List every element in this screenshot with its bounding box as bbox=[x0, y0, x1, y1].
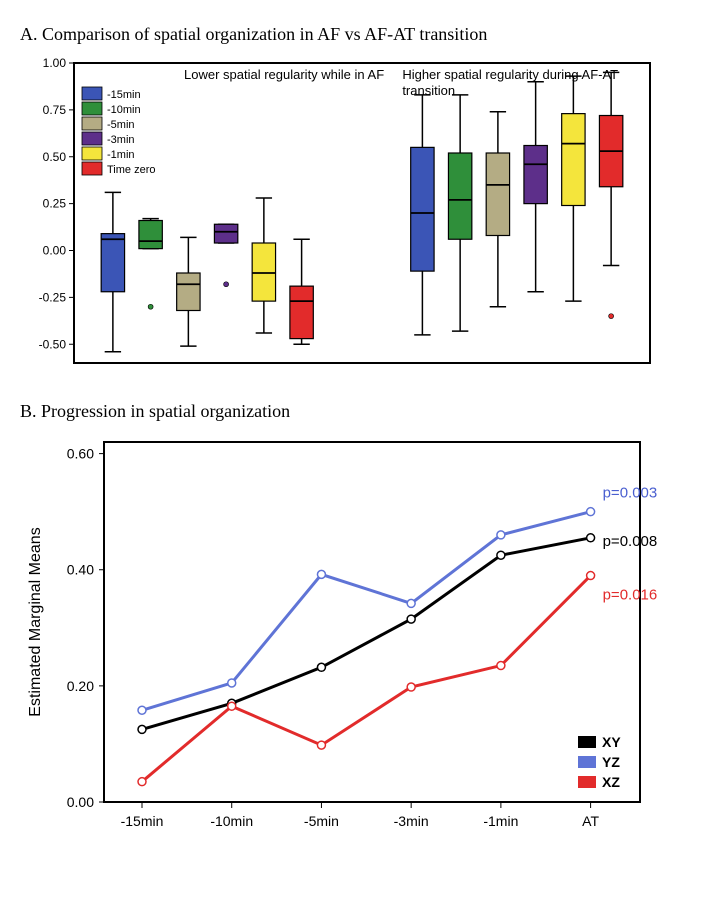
series-marker-XY bbox=[317, 663, 325, 671]
series-marker-XZ bbox=[587, 572, 595, 580]
box bbox=[252, 243, 275, 301]
legend-label: XY bbox=[602, 734, 621, 750]
panel-a-title: A. Comparison of spatial organization in… bbox=[20, 24, 688, 45]
series-marker-YZ bbox=[407, 599, 415, 607]
box bbox=[562, 114, 585, 206]
legend-swatch bbox=[82, 162, 102, 175]
box bbox=[101, 234, 124, 292]
ytick-label: 0.00 bbox=[67, 794, 94, 810]
series-marker-YZ bbox=[317, 570, 325, 578]
series-marker-XZ bbox=[228, 702, 236, 710]
box bbox=[139, 221, 162, 249]
ytick-label: -0.25 bbox=[39, 290, 67, 304]
p-label-YZ: p=0.003 bbox=[603, 485, 658, 502]
panel-b-chart: 0.00 0.20 0.40 0.60 Estimated Marginal Means… bbox=[20, 430, 688, 860]
ytick-label: 0.20 bbox=[67, 678, 94, 694]
legend-swatch bbox=[578, 736, 596, 748]
plot-area bbox=[104, 442, 640, 802]
p-label-XY: p=0.008 bbox=[603, 533, 658, 550]
box bbox=[177, 273, 200, 311]
ytick-label: -0.50 bbox=[39, 337, 67, 351]
legend-label: -15min bbox=[107, 89, 141, 101]
box bbox=[411, 147, 434, 271]
legend-label: -1min bbox=[107, 149, 135, 161]
series-marker-YZ bbox=[497, 531, 505, 539]
legend-label: YZ bbox=[602, 754, 620, 770]
xtick-label: -3min bbox=[394, 813, 429, 829]
legend-label: -5min bbox=[107, 119, 135, 131]
box bbox=[290, 286, 313, 339]
legend-swatch bbox=[82, 117, 102, 130]
series-marker-XZ bbox=[407, 683, 415, 691]
plot-area bbox=[74, 63, 650, 363]
legend-label: XZ bbox=[602, 774, 620, 790]
box bbox=[448, 153, 471, 239]
series-marker-XY bbox=[138, 725, 146, 733]
series-marker-YZ bbox=[138, 706, 146, 714]
box bbox=[486, 153, 509, 236]
xtick-label: -5min bbox=[304, 813, 339, 829]
box bbox=[214, 224, 237, 243]
series-marker-YZ bbox=[587, 508, 595, 516]
ylabel: Estimated Marginal Means bbox=[27, 527, 44, 716]
p-label-XZ: p=0.016 bbox=[603, 587, 658, 604]
series-marker-XY bbox=[407, 615, 415, 623]
series-marker-XY bbox=[497, 551, 505, 559]
xtick-label: AT bbox=[582, 813, 599, 829]
box bbox=[524, 146, 547, 204]
ytick-label: 0.75 bbox=[43, 103, 67, 117]
legend-label: -3min bbox=[107, 134, 135, 146]
legend-swatch bbox=[578, 756, 596, 768]
ytick-label: 0.60 bbox=[67, 446, 94, 462]
panel-b-title: B. Progression in spatial organization bbox=[20, 401, 688, 422]
annotation-right: Higher spatial regularity during AF-AT bbox=[402, 67, 618, 82]
legend-swatch bbox=[82, 147, 102, 160]
ytick-label: 0.25 bbox=[43, 197, 67, 211]
ytick-label: 0.40 bbox=[67, 562, 94, 578]
series-marker-XZ bbox=[138, 778, 146, 786]
panel-a-chart: -0.50 -0.25 0.00 0.25 0.50 0.75 1.00 Lower spat… bbox=[20, 53, 688, 383]
annotation-left: Lower spatial regularity while in AF bbox=[184, 67, 384, 82]
legend-label: Time zero bbox=[107, 164, 156, 176]
outlier bbox=[148, 304, 153, 309]
ytick-label: 1.00 bbox=[43, 56, 67, 70]
outlier bbox=[224, 282, 229, 287]
xtick-label: -1min bbox=[483, 813, 518, 829]
legend-swatch bbox=[82, 87, 102, 100]
outlier bbox=[609, 314, 614, 319]
legend-label: -10min bbox=[107, 104, 141, 116]
ytick-label: 0.00 bbox=[43, 244, 67, 258]
series-marker-XZ bbox=[497, 662, 505, 670]
xtick-label: -15min bbox=[121, 813, 164, 829]
ytick-label: 0.50 bbox=[43, 150, 67, 164]
legend-swatch bbox=[82, 102, 102, 115]
series-marker-XZ bbox=[317, 741, 325, 749]
legend-swatch bbox=[578, 776, 596, 788]
series-marker-YZ bbox=[228, 679, 236, 687]
series-marker-XY bbox=[587, 534, 595, 542]
legend-swatch bbox=[82, 132, 102, 145]
annotation-right: transition bbox=[402, 83, 455, 98]
xtick-label: -10min bbox=[210, 813, 253, 829]
